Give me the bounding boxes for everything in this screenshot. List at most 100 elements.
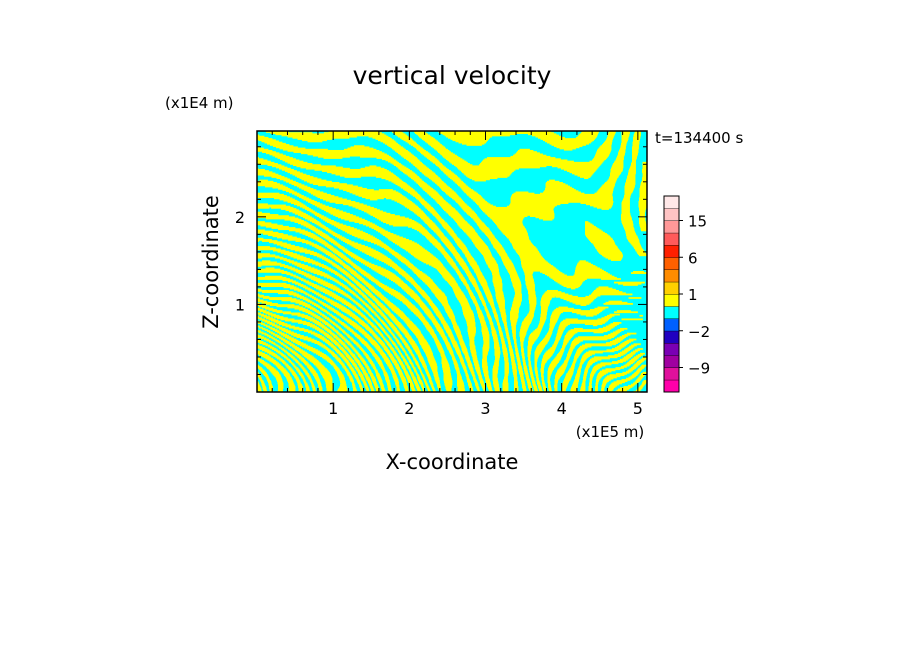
positive-velocity-region [305, 287, 311, 290]
positive-velocity-region [516, 356, 520, 359]
positive-velocity-region [318, 354, 326, 356]
positive-velocity-region [416, 300, 423, 303]
positive-velocity-region [261, 314, 267, 317]
positive-velocity-region [299, 250, 314, 253]
positive-velocity-region [389, 250, 396, 253]
positive-velocity-region [340, 348, 344, 350]
positive-velocity-region [564, 378, 571, 381]
positive-velocity-region [493, 311, 497, 314]
positive-velocity-region [300, 374, 303, 376]
positive-velocity-region [471, 352, 477, 355]
positive-velocity-region [448, 136, 490, 139]
positive-velocity-region [421, 345, 430, 348]
positive-velocity-region [465, 356, 470, 359]
positive-velocity-region [410, 373, 414, 375]
positive-velocity-region [492, 370, 498, 373]
positive-velocity-region [479, 164, 601, 167]
positive-velocity-region [486, 311, 489, 314]
positive-velocity-region [410, 362, 413, 365]
positive-velocity-region [421, 260, 440, 263]
positive-velocity-region [325, 358, 332, 361]
positive-velocity-region [396, 356, 400, 359]
positive-velocity-region [398, 359, 402, 362]
positive-velocity-region [489, 319, 492, 322]
positive-velocity-region [464, 269, 470, 272]
positive-velocity-region [378, 139, 394, 142]
positive-velocity-region [336, 319, 341, 322]
positive-velocity-region [419, 381, 423, 384]
positive-velocity-region [446, 330, 452, 333]
positive-velocity-region [442, 323, 448, 325]
positive-velocity-region [288, 359, 291, 362]
positive-velocity-region [633, 140, 640, 143]
positive-velocity-region [450, 284, 458, 286]
positive-velocity-region [487, 214, 555, 216]
positive-velocity-region [641, 229, 647, 232]
positive-velocity-region [305, 371, 308, 374]
positive-velocity-region [353, 388, 357, 391]
positive-velocity-region [387, 363, 392, 366]
positive-velocity-region [595, 288, 616, 291]
positive-velocity-region [487, 157, 556, 159]
positive-velocity-region [347, 242, 358, 245]
positive-velocity-region [501, 316, 507, 318]
positive-velocity-region [538, 325, 543, 328]
positive-velocity-region [405, 362, 408, 365]
positive-velocity-region [336, 253, 343, 255]
positive-velocity-region [456, 221, 467, 223]
positive-velocity-region [356, 344, 360, 347]
positive-velocity-region [513, 285, 522, 288]
positive-velocity-region [355, 193, 402, 196]
positive-velocity-region [339, 377, 345, 380]
positive-velocity-region [342, 364, 345, 367]
positive-velocity-region [511, 362, 516, 365]
positive-velocity-region [341, 363, 345, 366]
positive-velocity-region [298, 322, 310, 324]
positive-velocity-region [368, 348, 373, 350]
positive-velocity-region [274, 197, 293, 200]
positive-velocity-region [569, 348, 574, 350]
positive-velocity-region [494, 349, 500, 352]
positive-velocity-region [313, 389, 316, 392]
positive-velocity-region [262, 387, 267, 390]
positive-velocity-region [492, 274, 500, 277]
positive-velocity-region [542, 384, 546, 387]
positive-velocity-region [302, 345, 311, 348]
positive-velocity-region [501, 342, 505, 344]
positive-velocity-region [614, 161, 624, 164]
positive-velocity-region [463, 209, 473, 212]
positive-velocity-region [408, 225, 423, 228]
positive-velocity-region [579, 364, 582, 367]
positive-velocity-region [525, 274, 533, 277]
positive-velocity-region [497, 225, 525, 228]
positive-velocity-region [615, 338, 623, 341]
positive-velocity-region [527, 380, 530, 382]
positive-velocity-region [257, 270, 288, 273]
positive-velocity-region [453, 326, 459, 329]
positive-velocity-region [498, 327, 502, 330]
positive-velocity-region [446, 389, 452, 392]
positive-velocity-region [336, 370, 341, 373]
positive-velocity-region [527, 346, 532, 349]
positive-velocity-region [621, 217, 632, 220]
positive-velocity-region [375, 314, 379, 317]
positive-velocity-region [512, 329, 516, 331]
positive-velocity-region [379, 332, 382, 335]
positive-velocity-region [639, 191, 647, 194]
positive-velocity-region [508, 344, 512, 347]
positive-velocity-region [480, 163, 602, 165]
positive-velocity-region [499, 331, 503, 334]
positive-velocity-region [576, 265, 596, 267]
positive-velocity-region [360, 389, 364, 392]
positive-velocity-region [316, 305, 320, 308]
positive-velocity-region [442, 337, 447, 340]
positive-velocity-region [463, 172, 512, 175]
positive-velocity-region [627, 346, 633, 349]
positive-velocity-region [287, 306, 303, 309]
positive-velocity-region [385, 340, 389, 343]
positive-velocity-region [379, 305, 385, 308]
positive-velocity-region [631, 383, 636, 386]
positive-velocity-region [326, 387, 333, 390]
positive-velocity-region [299, 357, 304, 360]
positive-velocity-region [545, 187, 574, 190]
